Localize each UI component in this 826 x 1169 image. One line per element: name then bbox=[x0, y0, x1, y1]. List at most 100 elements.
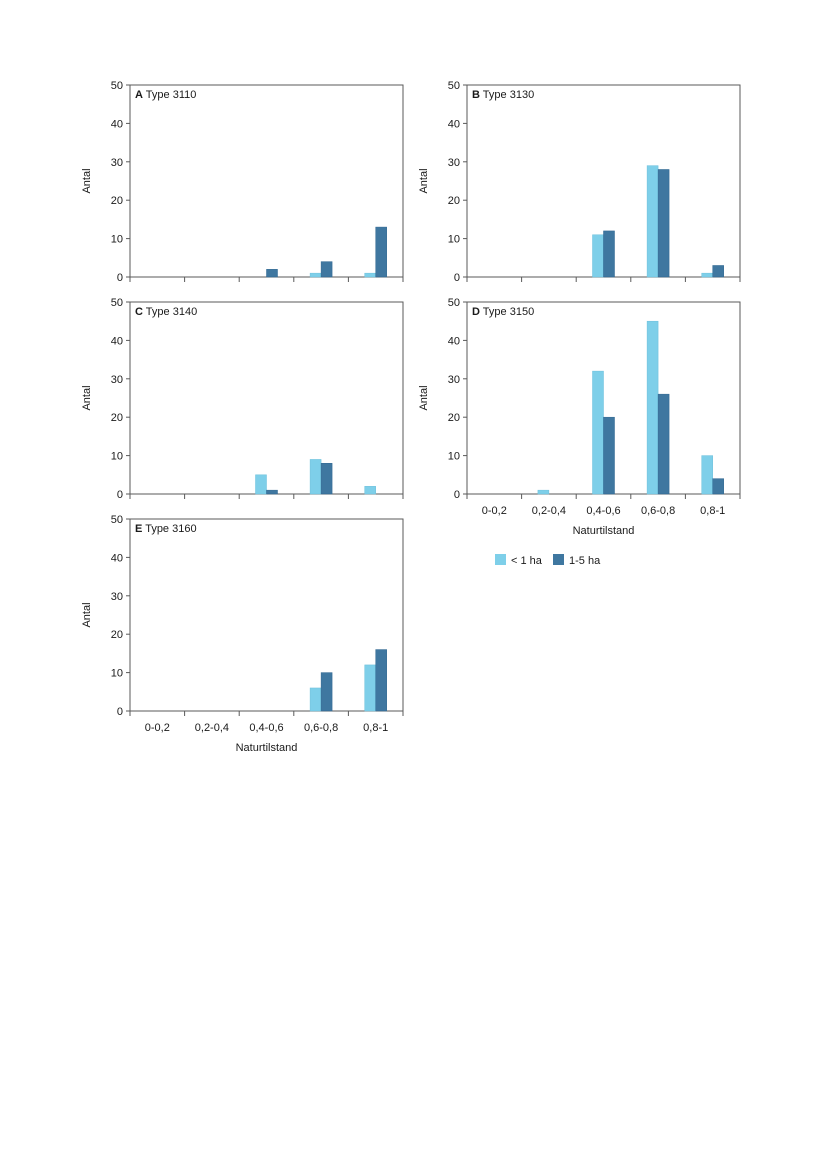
chart-panel-b: 0 10 20 30 40 50 Antal B Type 3130 bbox=[418, 80, 741, 284]
x-tick-label: 0,4-0,6 bbox=[586, 505, 620, 517]
bar-1-5ha bbox=[320, 463, 333, 495]
x-tick-label: 0-0,2 bbox=[145, 722, 170, 734]
panel-title: A Type 3110 bbox=[135, 89, 196, 101]
y-tick-label: 0 bbox=[117, 489, 123, 501]
bar-1-5ha bbox=[375, 649, 387, 712]
y-tick-label: 40 bbox=[111, 335, 123, 347]
chart-panel-e: 0 10 20 30 40 50 Antal E Type 3160 0-0,2 0,2-0,4 0… bbox=[81, 514, 404, 754]
bar-lt1ha bbox=[646, 320, 659, 495]
bar-1-5ha bbox=[712, 478, 724, 495]
bar-lt1ha bbox=[646, 165, 659, 278]
bar-lt1ha bbox=[364, 272, 376, 278]
x-tick-label: 0,2-0,4 bbox=[195, 722, 229, 734]
y-tick-label: 30 bbox=[448, 374, 460, 386]
y-tick-label: 20 bbox=[448, 412, 460, 424]
panel-letter: E bbox=[135, 523, 142, 535]
y-tick-label: 30 bbox=[111, 591, 123, 603]
bar-lt1ha bbox=[701, 272, 713, 278]
plot-frame bbox=[129, 84, 404, 278]
bar-lt1ha bbox=[592, 370, 604, 495]
y-axis-title: Antal bbox=[81, 385, 93, 410]
bar-1-5ha bbox=[320, 261, 333, 278]
bar-1-5ha bbox=[266, 269, 278, 278]
x-tick-label: 0,6-0,8 bbox=[641, 505, 675, 517]
legend-swatch bbox=[553, 554, 564, 565]
bar-1-5ha bbox=[375, 226, 387, 278]
y-tick-label: 20 bbox=[111, 412, 123, 424]
y-tick-label: 10 bbox=[448, 234, 460, 246]
y-tick-label: 10 bbox=[111, 451, 123, 463]
bar-1-5ha bbox=[603, 230, 615, 278]
y-tick-label: 10 bbox=[111, 668, 123, 680]
bar-1-5ha bbox=[657, 393, 670, 495]
chart-panel-d: 0 10 20 30 40 50 Antal D Type 3150 0-0,2 0,2-0,4 0… bbox=[418, 297, 741, 537]
y-axis-title: Antal bbox=[418, 385, 430, 410]
legend-label: 1-5 ha bbox=[569, 555, 601, 567]
y-tick-label: 50 bbox=[111, 514, 123, 526]
x-tick-label: 0,6-0,8 bbox=[304, 722, 338, 734]
y-tick-label: 50 bbox=[111, 297, 123, 309]
panel-type: Type 3150 bbox=[480, 306, 534, 318]
x-tick-label: 0,2-0,4 bbox=[532, 505, 566, 517]
y-tick-label: 0 bbox=[454, 489, 460, 501]
panel-type: Type 3110 bbox=[143, 89, 196, 101]
y-axis-title: Antal bbox=[81, 602, 93, 627]
panel-letter: D bbox=[472, 306, 480, 318]
chart-panel-a: 0 10 20 30 40 50 Antal A Type 3110 bbox=[81, 80, 404, 284]
bar-1-5ha bbox=[320, 672, 333, 712]
y-axis-title: Antal bbox=[81, 168, 93, 193]
bar-lt1ha bbox=[255, 474, 267, 495]
y-tick-label: 40 bbox=[448, 118, 460, 130]
panel-letter: C bbox=[135, 306, 143, 318]
panel-letter: A bbox=[135, 89, 143, 101]
y-tick-label: 40 bbox=[111, 118, 123, 130]
bar-1-5ha bbox=[266, 489, 278, 495]
x-tick-label: 0,8-1 bbox=[363, 722, 388, 734]
bar-lt1ha bbox=[592, 234, 604, 278]
bar-1-5ha bbox=[712, 265, 724, 278]
legend: < 1 ha 1-5 ha bbox=[495, 554, 601, 567]
panel-title: C Type 3140 bbox=[135, 306, 197, 318]
bar-lt1ha bbox=[309, 459, 322, 495]
plot-frame bbox=[129, 518, 404, 712]
y-tick-label: 10 bbox=[111, 234, 123, 246]
bar-lt1ha bbox=[537, 489, 550, 495]
bar-1-5ha bbox=[657, 169, 670, 278]
panel-title: B Type 3130 bbox=[472, 89, 534, 101]
x-tick-label: 0-0,2 bbox=[482, 505, 507, 517]
bar-lt1ha bbox=[309, 687, 322, 712]
y-tick-label: 0 bbox=[117, 272, 123, 284]
panel-letter: B bbox=[472, 89, 480, 101]
bar-lt1ha bbox=[364, 664, 376, 712]
x-axis-title: Naturtilstand bbox=[236, 742, 298, 754]
x-axis-title: Naturtilstand bbox=[573, 525, 635, 537]
bar-1-5ha bbox=[603, 416, 615, 495]
chart-panel-c: 0 10 20 30 40 50 Antal C Type 3140 bbox=[81, 297, 404, 501]
y-tick-label: 50 bbox=[448, 80, 460, 92]
legend-label: < 1 ha bbox=[511, 555, 543, 567]
y-tick-label: 20 bbox=[448, 195, 460, 207]
panel-type: Type 3140 bbox=[143, 306, 197, 318]
legend-swatch bbox=[495, 554, 506, 565]
y-axis-title: Antal bbox=[418, 168, 430, 193]
y-tick-label: 40 bbox=[448, 335, 460, 347]
y-tick-label: 30 bbox=[111, 157, 123, 169]
y-tick-label: 0 bbox=[454, 272, 460, 284]
y-tick-label: 30 bbox=[448, 157, 460, 169]
panel-title: E Type 3160 bbox=[135, 523, 197, 535]
plot-frame bbox=[129, 301, 404, 495]
x-tick-label: 0,4-0,6 bbox=[249, 722, 283, 734]
x-tick-label: 0,8-1 bbox=[700, 505, 725, 517]
bar-lt1ha bbox=[364, 486, 376, 495]
y-tick-label: 0 bbox=[117, 706, 123, 718]
y-tick-label: 10 bbox=[448, 451, 460, 463]
panel-title: D Type 3150 bbox=[472, 306, 534, 318]
bar-lt1ha bbox=[701, 455, 713, 495]
y-tick-label: 40 bbox=[111, 552, 123, 564]
y-tick-label: 50 bbox=[111, 80, 123, 92]
bar-lt1ha bbox=[309, 272, 322, 278]
panel-type: Type 3130 bbox=[480, 89, 534, 101]
y-tick-label: 20 bbox=[111, 629, 123, 641]
panel-type: Type 3160 bbox=[142, 523, 196, 535]
